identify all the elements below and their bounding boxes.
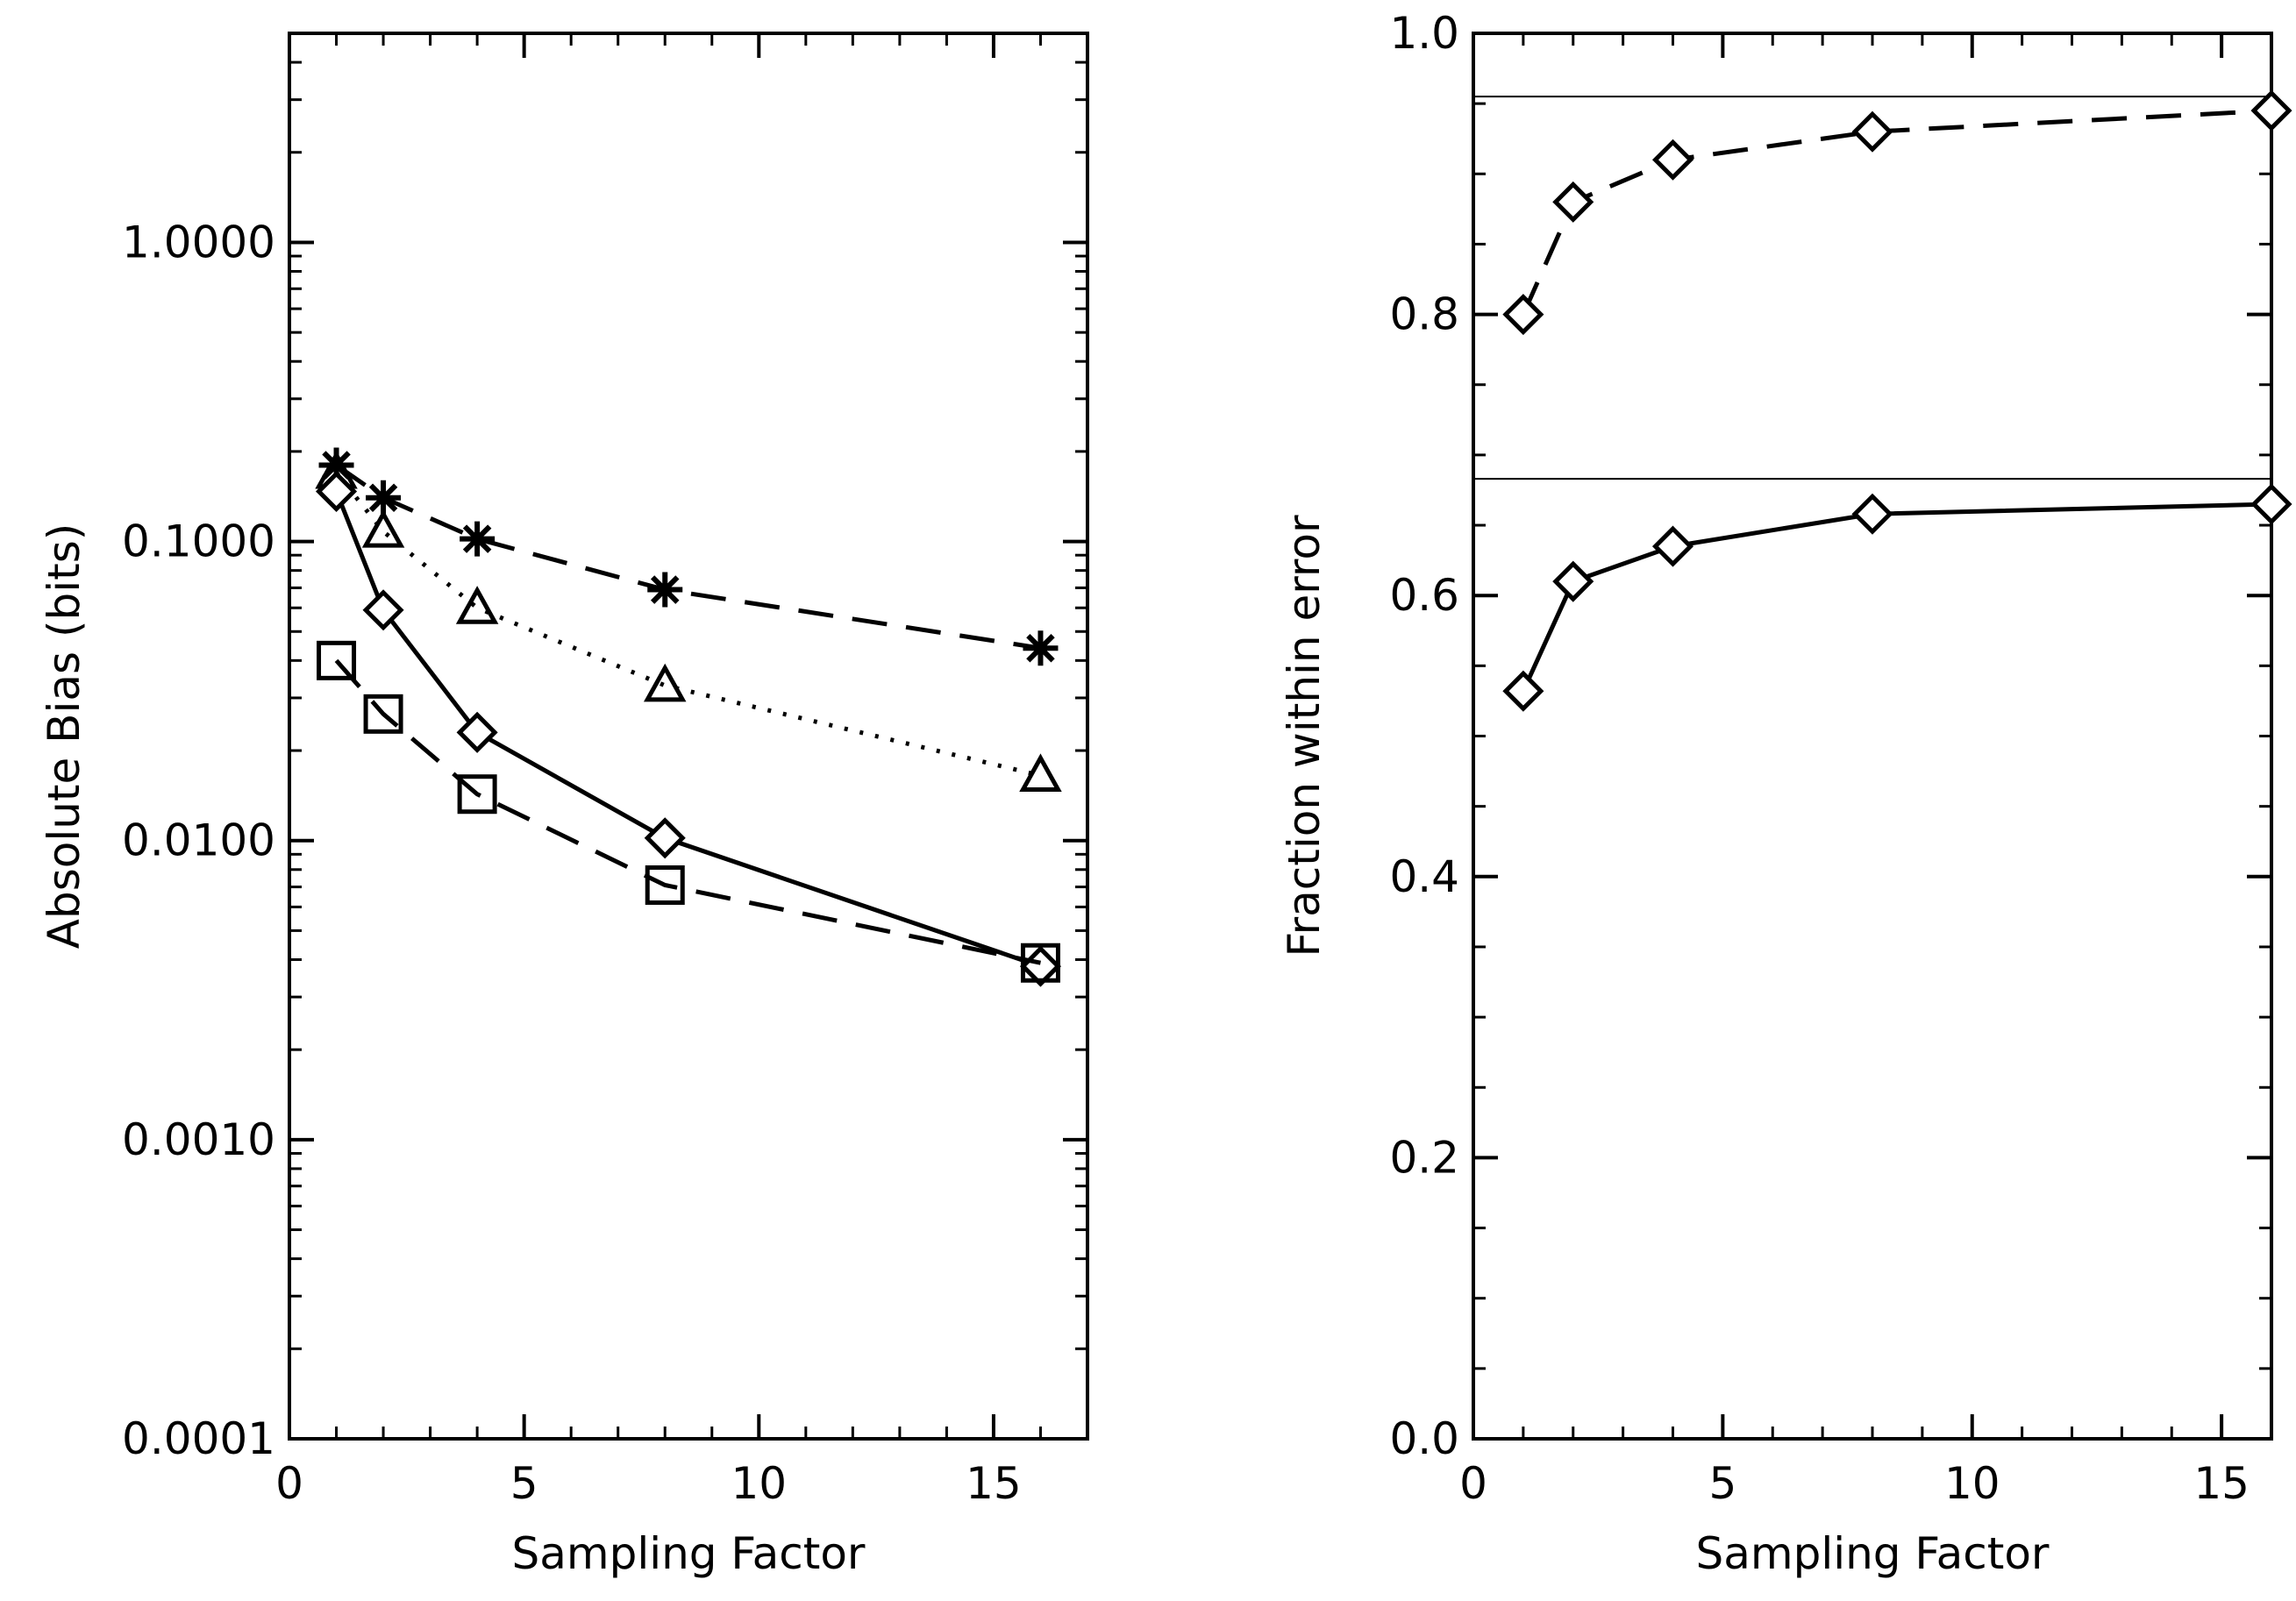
y-tick-label: 0.1000 <box>122 516 275 567</box>
x-tick-label: 0 <box>275 1458 303 1509</box>
square-marker <box>317 640 357 680</box>
x-tick-label: 5 <box>1708 1458 1736 1509</box>
y-tick-label: 1.0 <box>1389 8 1459 59</box>
asterisk-marker <box>366 480 402 516</box>
x-tick-label: 5 <box>510 1458 538 1509</box>
x-axis-label: Sampling Factor <box>512 1528 866 1579</box>
asterisk-marker <box>460 521 496 557</box>
plot-frame <box>288 32 1089 1441</box>
y-tick-label: 0.6 <box>1389 570 1459 621</box>
x-tick-label: 15 <box>2193 1458 2250 1509</box>
diamond-marker <box>456 711 498 753</box>
y-tick-label: 0.0100 <box>122 815 275 866</box>
asterisk-marker <box>647 572 683 608</box>
x-axis-label: Sampling Factor <box>1696 1528 2050 1579</box>
y-axis-label: Absolute Bias (bits) <box>39 523 89 950</box>
diamond-marker <box>2250 483 2292 525</box>
x-tick-label: 15 <box>966 1458 1022 1509</box>
series-line <box>334 490 1042 969</box>
diamond-marker <box>1552 560 1594 602</box>
diamond-marker <box>1502 670 1544 712</box>
diamond-marker <box>1851 110 1893 153</box>
x-tick-label: 10 <box>1944 1458 2000 1509</box>
y-tick-label: 0.0001 <box>122 1413 275 1464</box>
y-tick-label: 0.0 <box>1389 1413 1459 1464</box>
diamond-marker <box>1651 525 1694 567</box>
y-tick-label: 0.8 <box>1389 289 1459 340</box>
y-tick-label: 0.4 <box>1389 851 1459 902</box>
diamond-marker <box>1851 493 1893 535</box>
square-marker <box>457 774 497 815</box>
diamond-marker <box>644 817 686 859</box>
x-tick-label: 0 <box>1459 1458 1487 1509</box>
diamond-marker <box>2250 89 2292 132</box>
triangle-marker <box>1019 753 1062 793</box>
diamond-marker <box>362 589 404 631</box>
diamond-marker <box>1651 139 1694 181</box>
y-tick-label: 1.0000 <box>122 217 275 267</box>
left-chart-panel: 0 5 10 15 0.0001 0.0010 0.0100 0.1000 1.0000 Samp… <box>39 32 1089 1579</box>
series-line <box>1521 502 2272 693</box>
square-marker <box>645 865 685 905</box>
diamond-marker <box>315 470 358 513</box>
y-tick-label: 0.2 <box>1389 1132 1459 1183</box>
diamond-marker <box>1552 181 1594 223</box>
x-tick-label: 10 <box>731 1458 787 1509</box>
series-line <box>335 463 1041 651</box>
square-marker <box>1020 943 1060 983</box>
asterisk-marker <box>318 447 354 483</box>
triangle-marker <box>643 663 687 702</box>
triangle-marker <box>455 586 499 624</box>
y-axis-label: Fraction within error <box>1279 515 1330 957</box>
square-marker <box>363 694 403 734</box>
plot-frame <box>1472 32 2273 1441</box>
diamond-marker <box>1502 294 1544 336</box>
triangle-marker <box>361 509 405 548</box>
right-chart-panel: 0 5 10 15 0.0 0.2 0.4 0.6 0.8 1.0 Sampling Factor F… <box>1279 8 2292 1579</box>
y-tick-label: 0.0010 <box>122 1114 275 1165</box>
asterisk-marker <box>1023 630 1059 666</box>
series-line <box>1521 108 2272 316</box>
series-line <box>334 658 1041 965</box>
series-line <box>334 471 1042 778</box>
